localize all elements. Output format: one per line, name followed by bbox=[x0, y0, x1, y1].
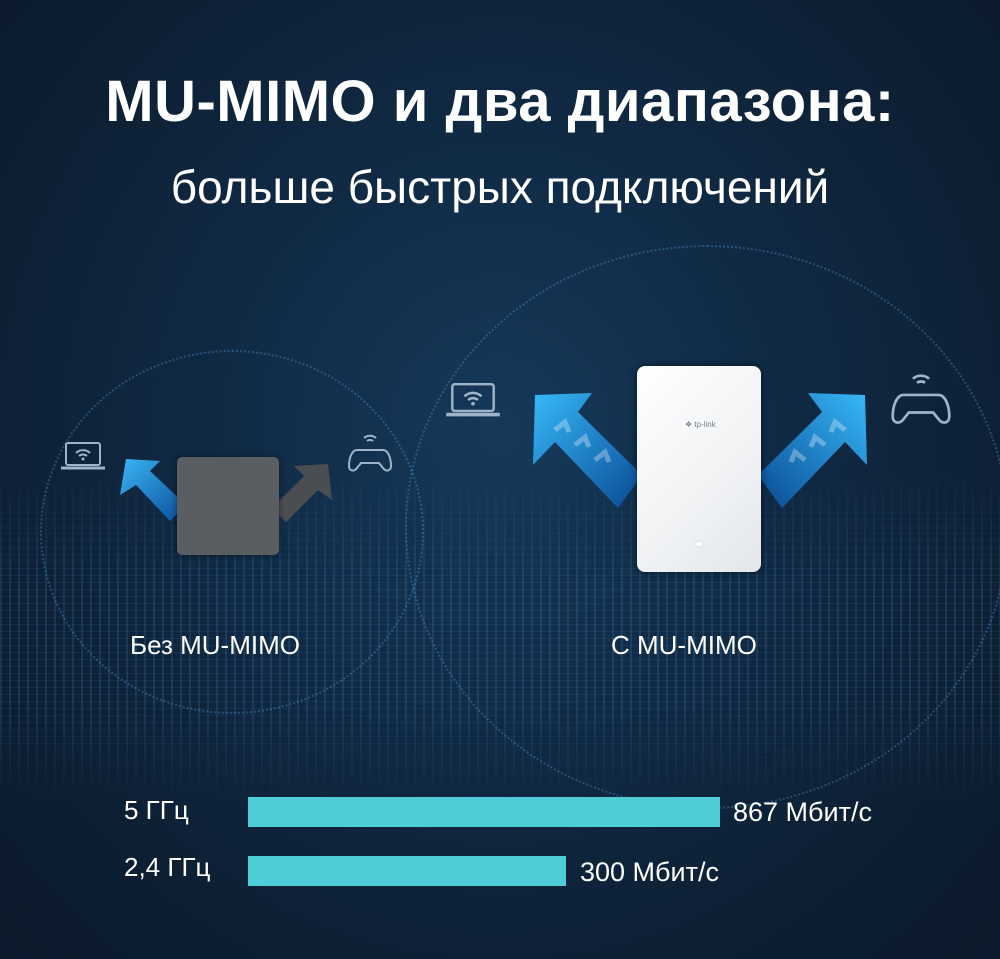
page-title: MU-MIMO и два диапазона: bbox=[105, 69, 895, 134]
status-led bbox=[695, 542, 702, 546]
label-without-mu-mimo: Без MU-MIMO bbox=[130, 630, 300, 660]
access-point-without-mu-mimo bbox=[177, 457, 279, 555]
band-label-2-4ghz: 2,4 ГГц bbox=[124, 852, 211, 882]
arrow-right-small-icon bbox=[272, 464, 332, 522]
laptop-wifi-icon bbox=[61, 442, 105, 470]
band-label-5ghz: 5 ГГц bbox=[124, 795, 189, 825]
speed-value-5ghz: 867 Мбит/с bbox=[733, 797, 872, 827]
speed-bar-5ghz bbox=[248, 797, 720, 827]
label-with-mu-mimo: С MU-MIMO bbox=[611, 630, 757, 660]
arrow-left-large-icon bbox=[533, 393, 642, 508]
gamepad-wifi-icon bbox=[347, 434, 393, 472]
access-point-with-mu-mimo: ❖ tp-link bbox=[637, 366, 761, 572]
speed-value-2-4ghz: 300 Мбит/с bbox=[580, 857, 719, 887]
page-subtitle: больше быстрых подключений bbox=[170, 161, 830, 213]
arrow-right-large-icon bbox=[758, 393, 867, 508]
gamepad-wifi-icon bbox=[891, 374, 951, 424]
arrow-left-small-icon bbox=[120, 459, 186, 521]
tp-link-logo: ❖ tp-link bbox=[685, 420, 716, 429]
speed-bar-2-4ghz bbox=[248, 856, 566, 886]
laptop-wifi-icon bbox=[446, 382, 500, 417]
